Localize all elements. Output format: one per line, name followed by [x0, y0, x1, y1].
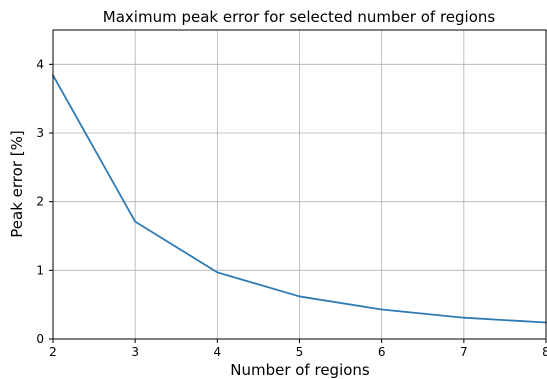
y-tick-label: 1 — [36, 263, 44, 277]
x-tick-label: 2 — [49, 345, 57, 359]
y-tick-label: 3 — [36, 126, 44, 140]
x-tick-label: 6 — [378, 345, 386, 359]
chart-title: Maximum peak error for selected number o… — [103, 8, 496, 26]
y-axis-label: Peak error [%] — [8, 130, 26, 237]
x-tick-label: 4 — [214, 345, 222, 359]
x-tick-label: 8 — [542, 345, 547, 359]
y-gridlines — [53, 63, 546, 340]
x-gridlines — [52, 30, 547, 339]
x-axis-ticks: 2 3 4 5 6 7 8 — [49, 339, 547, 359]
series-layer — [52, 74, 547, 324]
y-tick-label: 0 — [36, 332, 44, 346]
series-line-0 — [52, 74, 547, 324]
y-axis-ticks: 0 1 2 3 4 — [36, 57, 53, 346]
y-tick-label: 4 — [36, 57, 44, 71]
x-tick-label: 3 — [131, 345, 139, 359]
x-tick-label: 5 — [296, 345, 304, 359]
x-tick-label: 7 — [460, 345, 468, 359]
y-tick-label: 2 — [36, 195, 44, 209]
x-axis-label: Number of regions — [230, 361, 370, 379]
